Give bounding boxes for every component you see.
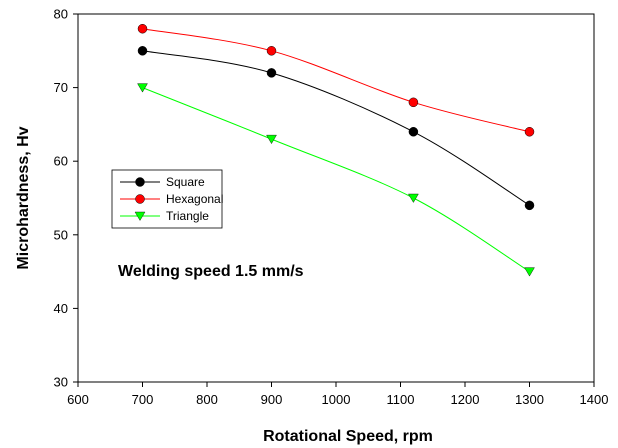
y-tick-label: 50 bbox=[54, 227, 68, 242]
x-tick-label: 900 bbox=[261, 392, 283, 407]
data-point-hexagonal bbox=[408, 97, 419, 108]
x-tick-label: 1000 bbox=[322, 392, 351, 407]
data-point-hexagonal bbox=[266, 46, 277, 56]
x-tick-label: 600 bbox=[67, 392, 89, 407]
legend-label-square: Square bbox=[166, 175, 205, 189]
x-tick-label: 1300 bbox=[515, 392, 544, 407]
x-tick-label: 1200 bbox=[451, 392, 480, 407]
legend: Square Hexagonal Triangle bbox=[111, 169, 223, 229]
legend-marker-square bbox=[135, 177, 145, 187]
data-point-triangle bbox=[524, 267, 535, 277]
x-axis-title: Rotational Speed, rpm bbox=[263, 428, 433, 445]
y-tick-label: 80 bbox=[54, 7, 68, 22]
data-point-square bbox=[266, 68, 277, 78]
legend-label-triangle: Triangle bbox=[166, 209, 209, 223]
series-line-hexagonal bbox=[142, 28, 530, 133]
data-point-square bbox=[408, 127, 419, 137]
data-point-triangle bbox=[137, 83, 148, 93]
legend-marker-triangle bbox=[134, 211, 146, 221]
legend-marker-hexagonal bbox=[135, 194, 145, 204]
x-tick-label: 1400 bbox=[580, 392, 609, 407]
data-point-hexagonal bbox=[524, 127, 535, 137]
series-line-triangle bbox=[142, 87, 530, 273]
welding-speed-annotation: Welding speed 1.5 mm/s bbox=[118, 263, 304, 280]
data-point-triangle bbox=[408, 193, 419, 203]
y-tick-label: 60 bbox=[54, 154, 68, 169]
y-tick-label: 40 bbox=[54, 301, 68, 316]
legend-label-hexagonal: Hexagonal bbox=[166, 192, 223, 206]
data-point-hexagonal bbox=[137, 23, 148, 34]
x-tick-label: 800 bbox=[196, 392, 218, 407]
series-line-square bbox=[142, 50, 530, 206]
series-triangle bbox=[137, 83, 535, 277]
x-tick-label: 1100 bbox=[387, 392, 415, 407]
series-hexagonal bbox=[137, 23, 535, 137]
y-axis-title: Microhardness, Hv bbox=[15, 126, 32, 269]
data-point-triangle bbox=[266, 134, 277, 145]
y-tick-label: 70 bbox=[54, 80, 68, 95]
series-square bbox=[137, 46, 535, 211]
y-tick-label: 30 bbox=[54, 375, 68, 390]
data-point-square bbox=[137, 46, 148, 56]
x-tick-label: 700 bbox=[132, 392, 154, 407]
data-point-square bbox=[524, 200, 535, 211]
